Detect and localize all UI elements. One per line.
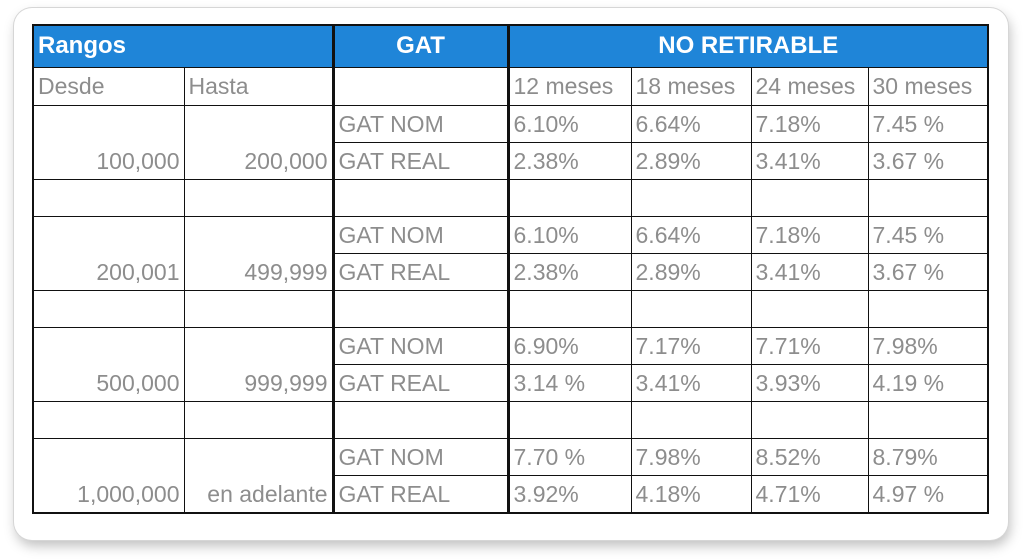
gat-nom-value: 6.10% [507, 215, 632, 254]
range-desde: 1,000,000 [32, 437, 185, 513]
range-hasta: 200,000 [183, 104, 335, 180]
gat-nom-value: 7.18% [750, 104, 869, 143]
gat-nom-value: 7.71% [750, 326, 869, 365]
gat-nom-value: 8.79% [867, 437, 989, 476]
subheader-term-30: 30 meses [867, 66, 989, 106]
range-desde: 100,000 [32, 104, 185, 180]
gat-real-value: 4.97 % [867, 474, 989, 513]
gat-nom-value: 6.64% [630, 215, 752, 254]
spacer-cell [507, 178, 632, 217]
gat-real-value: 4.18% [630, 474, 752, 513]
gat-real-value: 3.41% [630, 363, 752, 402]
gat-real-value: 3.41% [750, 252, 869, 291]
spacer-cell [507, 289, 632, 328]
range-real-row: GAT REAL 3.92% 4.18% 4.71% 4.97 % [33, 474, 989, 513]
gat-real-value: 4.19 % [867, 363, 989, 402]
gat-real-value: 3.93% [750, 363, 869, 402]
rates-table: Rangos GAT NO RETIRABLE Desde Hasta 12 m… [32, 24, 990, 514]
range-nom-row: 500,000 999,999 GAT NOM 6.90% 7.17% 7.71% 7.98… [32, 326, 989, 402]
spacer-cell [32, 400, 185, 439]
spacer-row [32, 289, 989, 328]
gat-real-label: GAT REAL [332, 363, 510, 402]
header-row: Rangos GAT NO RETIRABLE [32, 24, 989, 68]
gat-nom-value: 7.45 % [867, 104, 989, 143]
subheader-row: Desde Hasta 12 meses 18 meses 24 meses 3… [32, 66, 989, 106]
gat-real-label: GAT REAL [332, 141, 510, 180]
gat-nom-value: 7.98% [630, 437, 752, 476]
gat-nom-value: 7.17% [630, 326, 752, 365]
subheader-term-24: 24 meses [750, 66, 869, 106]
range-nom-row: 1,000,000 en adelante GAT NOM 7.70 % 7.98% 8.… [32, 437, 989, 513]
spacer-cell [630, 289, 752, 328]
gat-real-value: 2.89% [630, 252, 752, 291]
gat-real-value: 4.71% [750, 474, 869, 513]
spacer-cell [507, 400, 632, 439]
gat-real-value: 3.67 % [867, 141, 989, 180]
header-no-retirable: NO RETIRABLE [507, 24, 989, 68]
gat-nom-value: 6.10% [507, 104, 632, 143]
gat-nom-value: 7.70 % [507, 437, 632, 476]
gat-nom-value: 6.64% [630, 104, 752, 143]
spacer-cell [867, 400, 989, 439]
header-gat: GAT [332, 24, 510, 68]
spacer-cell [332, 289, 510, 328]
spacer-cell [183, 400, 335, 439]
spacer-cell [750, 289, 869, 328]
range-hasta: en adelante [183, 437, 335, 513]
gat-nom-label: GAT NOM [332, 437, 510, 476]
spacer-cell [32, 178, 185, 217]
spacer-cell [332, 178, 510, 217]
spacer-cell [630, 178, 752, 217]
gat-nom-label: GAT NOM [332, 104, 510, 143]
gat-nom-value: 7.45 % [867, 215, 989, 254]
subheader-hasta: Hasta [183, 66, 335, 106]
range-real-row: GAT REAL 2.38% 2.89% 3.41% 3.67 % [33, 141, 989, 180]
gat-real-value: 2.38% [507, 252, 632, 291]
spacer-cell [183, 289, 335, 328]
gat-real-value: 2.38% [507, 141, 632, 180]
gat-nom-label: GAT NOM [332, 215, 510, 254]
spacer-row [32, 400, 989, 439]
range-nom-row: 100,000 200,000 GAT NOM 6.10% 6.64% 7.18% 7.45… [32, 104, 989, 180]
subheader-term-12: 12 meses [507, 66, 632, 106]
gat-real-value: 3.92% [507, 474, 632, 513]
gat-nom-value: 8.52% [750, 437, 869, 476]
gat-nom-value: 7.18% [750, 215, 869, 254]
range-real-row: GAT REAL 3.14 % 3.41% 3.93% 4.19 % [33, 363, 989, 402]
subheader-desde: Desde [32, 66, 185, 106]
range-desde: 200,001 [32, 215, 185, 291]
subheader-gat-blank [332, 66, 510, 106]
spacer-cell [332, 400, 510, 439]
spacer-cell [867, 289, 989, 328]
header-rangos: Rangos [32, 24, 335, 68]
range-hasta: 499,999 [183, 215, 335, 291]
gat-nom-value: 7.98% [867, 326, 989, 365]
spacer-row [32, 178, 989, 217]
gat-real-value: 3.41% [750, 141, 869, 180]
gat-real-value: 3.67 % [867, 252, 989, 291]
spacer-cell [867, 178, 989, 217]
subheader-term-18: 18 meses [630, 66, 752, 106]
spacer-cell [32, 289, 185, 328]
spacer-cell [750, 400, 869, 439]
gat-nom-value: 6.90% [507, 326, 632, 365]
gat-real-value: 3.14 % [507, 363, 632, 402]
spacer-cell [750, 178, 869, 217]
gat-nom-label: GAT NOM [332, 326, 510, 365]
range-nom-row: 200,001 499,999 GAT NOM 6.10% 6.64% 7.18% 7.45… [32, 215, 989, 291]
spacer-cell [630, 400, 752, 439]
gat-real-label: GAT REAL [332, 252, 510, 291]
range-real-row: GAT REAL 2.38% 2.89% 3.41% 3.67 % [33, 252, 989, 291]
gat-real-label: GAT REAL [332, 474, 510, 513]
gat-real-value: 2.89% [630, 141, 752, 180]
spacer-cell [183, 178, 335, 217]
range-hasta: 999,999 [183, 326, 335, 402]
range-desde: 500,000 [32, 326, 185, 402]
